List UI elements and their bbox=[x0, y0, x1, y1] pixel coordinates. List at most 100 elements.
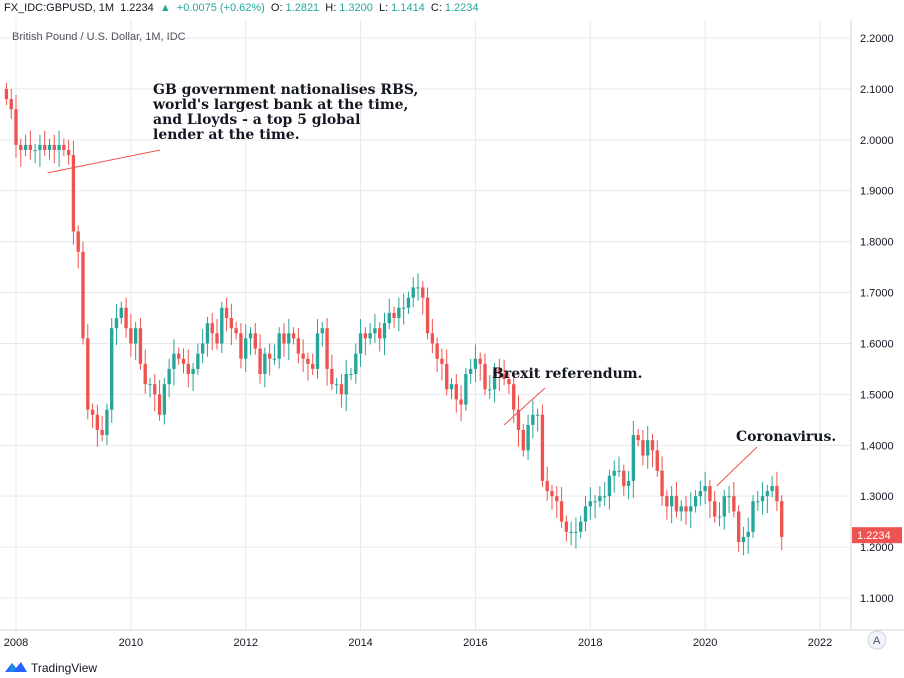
candle-body bbox=[454, 384, 458, 400]
candle-body bbox=[33, 150, 37, 151]
candle-body bbox=[344, 374, 348, 395]
candle-body bbox=[177, 353, 181, 359]
candle-body bbox=[512, 384, 516, 410]
candle-body bbox=[674, 496, 679, 512]
candle-body bbox=[626, 480, 631, 486]
candle-body bbox=[775, 486, 779, 502]
candle-body bbox=[330, 368, 334, 385]
candle-body bbox=[334, 384, 339, 386]
high-value: 1.3200 bbox=[339, 2, 373, 14]
price-tick-label: 1.1000 bbox=[860, 593, 894, 605]
candle-body bbox=[277, 333, 281, 359]
low-label: L: bbox=[378, 2, 389, 14]
candle-body bbox=[569, 531, 573, 533]
price-tick-label: 2.0000 bbox=[860, 135, 894, 147]
candle-body bbox=[320, 328, 324, 334]
candle-body bbox=[698, 491, 703, 497]
candle-body bbox=[473, 358, 478, 369]
candle-body bbox=[224, 307, 229, 318]
candle-body bbox=[47, 144, 52, 150]
candle-body bbox=[488, 389, 492, 391]
candle-body bbox=[583, 506, 588, 522]
candle-body bbox=[780, 501, 784, 537]
candle-body bbox=[617, 470, 621, 472]
candle-body bbox=[291, 333, 296, 339]
candle-body bbox=[502, 374, 506, 380]
candle-body bbox=[459, 399, 463, 405]
candle-body bbox=[373, 328, 377, 334]
candle-body bbox=[665, 496, 669, 507]
candle-body bbox=[392, 312, 396, 318]
candle-body bbox=[296, 338, 301, 354]
price-tag: 1.2234 bbox=[852, 527, 902, 544]
candle-body bbox=[736, 511, 741, 542]
candle-body bbox=[593, 501, 597, 503]
candle-body bbox=[258, 348, 262, 374]
candle-body bbox=[52, 144, 56, 150]
candle-body bbox=[535, 414, 540, 416]
candle-body bbox=[770, 486, 774, 492]
candle-body bbox=[339, 384, 344, 395]
candle-body bbox=[9, 99, 13, 110]
footer: TradingView bbox=[0, 656, 300, 678]
price-chart[interactable]: GB government nationalises RBS,world's l… bbox=[0, 20, 904, 656]
candle-body bbox=[71, 155, 76, 232]
candle-body bbox=[263, 353, 267, 374]
candle-body bbox=[717, 516, 722, 518]
candle-body bbox=[114, 318, 119, 329]
candle-body bbox=[416, 287, 420, 289]
tradingview-logo-icon[interactable] bbox=[4, 659, 28, 675]
candle-body bbox=[641, 440, 645, 456]
candle-body bbox=[435, 343, 439, 359]
candle-body bbox=[397, 307, 401, 318]
price-tick-label: 1.7000 bbox=[860, 288, 894, 300]
candle-body bbox=[368, 333, 372, 339]
candle-body bbox=[521, 430, 525, 451]
scale-mode-label[interactable]: A bbox=[873, 635, 881, 647]
candle-body bbox=[76, 231, 80, 252]
annotation-text: Coronavirus. bbox=[736, 429, 836, 445]
candle-body bbox=[282, 333, 286, 344]
candle-body bbox=[401, 307, 406, 309]
candle-body bbox=[387, 312, 391, 324]
annotation-line bbox=[503, 387, 546, 426]
candle-body bbox=[449, 384, 454, 390]
candle-body bbox=[43, 144, 47, 150]
candle-body bbox=[516, 409, 521, 430]
time-axis[interactable]: 2008 2010 2012 2014 2016 2018 2020 2022 bbox=[4, 637, 832, 649]
annotation: Brexit referendum. bbox=[492, 366, 642, 426]
candle-body bbox=[220, 307, 224, 344]
candle-body bbox=[210, 323, 214, 334]
brand-name[interactable]: TradingView bbox=[31, 661, 98, 675]
candle-body bbox=[248, 333, 253, 339]
annotation-text: GB government nationalises RBS, bbox=[153, 82, 418, 98]
candle-body bbox=[129, 328, 133, 344]
candle-body bbox=[531, 414, 535, 425]
candle-body bbox=[693, 496, 698, 507]
candle-body bbox=[612, 470, 616, 476]
candle-body bbox=[478, 358, 482, 364]
symbol-label[interactable]: FX_IDC:GBPUSD, 1M bbox=[4, 2, 115, 14]
candle-body bbox=[95, 414, 100, 430]
annotation: GB government nationalises RBS,world's l… bbox=[47, 82, 418, 174]
candle-body bbox=[421, 287, 425, 298]
price-axis[interactable]: 2.2000 2.1000 2.0000 1.9000 1.8000 1.7000 1.60… bbox=[860, 33, 894, 605]
candle-body bbox=[143, 363, 147, 385]
candle-body bbox=[229, 318, 234, 329]
scale-mode-button[interactable]: A bbox=[867, 630, 887, 650]
price-tick-label: 1.5000 bbox=[860, 389, 894, 401]
candle-body bbox=[200, 343, 205, 354]
candle-body bbox=[162, 384, 167, 415]
candle-body bbox=[239, 333, 243, 359]
candle-body bbox=[14, 109, 18, 145]
time-tick-label: 2014 bbox=[348, 637, 372, 649]
candle-body bbox=[756, 501, 760, 503]
candle-body bbox=[411, 287, 415, 298]
candle-body bbox=[708, 486, 712, 502]
candle-body bbox=[215, 333, 219, 344]
candle-body bbox=[306, 358, 310, 364]
price-change: +0.0075 (+0.62%) bbox=[176, 2, 265, 14]
candle-body bbox=[110, 328, 114, 410]
candle-body bbox=[732, 496, 736, 512]
candle-body bbox=[440, 358, 444, 364]
